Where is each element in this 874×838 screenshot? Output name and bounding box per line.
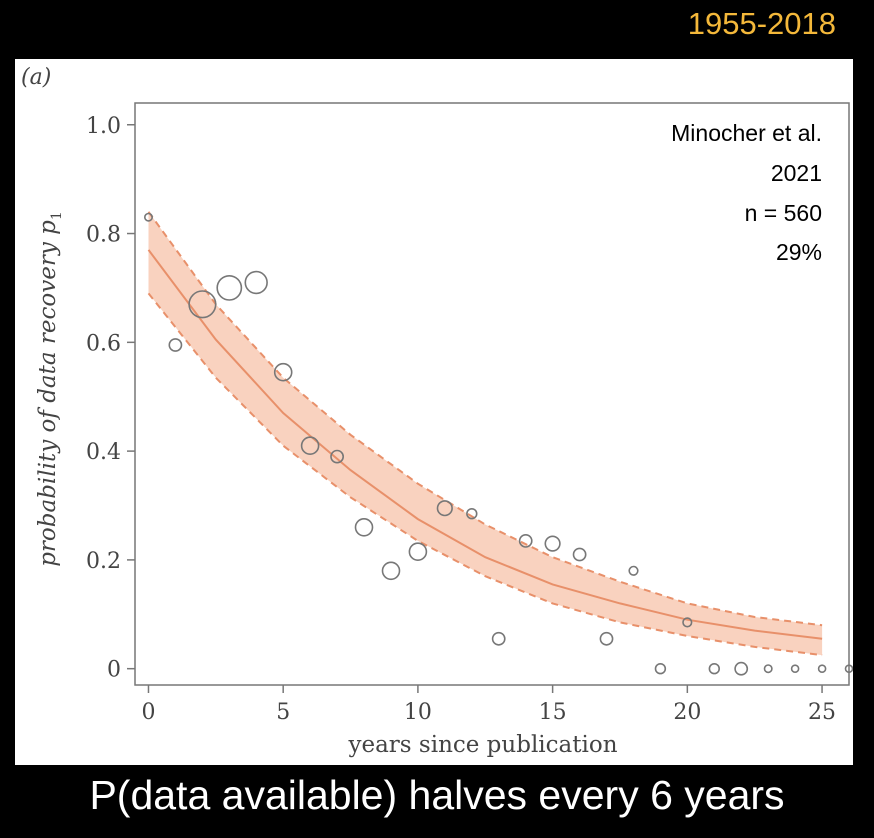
- caption: P(data available) halves every 6 years: [89, 772, 785, 818]
- data-point: [466, 508, 478, 520]
- y-tick-label: 1.0: [86, 114, 121, 139]
- x-ticks: 0 5 10 15 20 25: [141, 685, 836, 725]
- data-point: [544, 535, 561, 552]
- data-point: [572, 547, 587, 562]
- y-tick-label: 0.8: [86, 223, 121, 248]
- data-point: [491, 631, 506, 646]
- x-tick-label: 0: [141, 700, 155, 725]
- data-point: [354, 517, 374, 537]
- panel-label: (a): [21, 65, 51, 90]
- upper-bound-line: [147, 211, 823, 627]
- y-tick-label: 0.6: [86, 331, 121, 356]
- data-point: [628, 565, 639, 576]
- y-axis-label-text: probability of data recovery p: [35, 220, 61, 567]
- lower-bound-line: [147, 292, 823, 657]
- data-point: [408, 542, 428, 562]
- data-point: [518, 533, 533, 548]
- fit-curve: [147, 249, 823, 640]
- annotation-line-2: 2021: [771, 160, 822, 186]
- data-point: [734, 661, 749, 676]
- data-point: [244, 270, 268, 295]
- confidence-band: [147, 211, 823, 657]
- y-tick-label: 0.2: [86, 549, 121, 574]
- y-tick-label: 0.4: [86, 440, 121, 465]
- y-axis-label-subscript: 1: [49, 211, 65, 220]
- x-tick-label: 10: [404, 700, 432, 725]
- data-point: [300, 436, 320, 456]
- annotation-line-4: 29%: [776, 239, 822, 265]
- data-point: [144, 212, 154, 222]
- scatter-chart: (a) 0 5 10 15 20 25 0 0.2 0.4 0.6 0.8 1.0 years si…: [21, 65, 854, 758]
- x-tick-label: 20: [673, 700, 701, 725]
- x-tick-label: 25: [808, 700, 836, 725]
- annotation-line-3: n = 560: [745, 200, 822, 226]
- data-point: [188, 290, 217, 319]
- data-point: [599, 631, 614, 646]
- data-point: [381, 561, 401, 581]
- data-point: [708, 662, 720, 675]
- data-point: [817, 664, 827, 674]
- data-point: [763, 664, 773, 674]
- x-tick-label: 5: [276, 700, 290, 725]
- data-point: [654, 662, 667, 675]
- fit-line: [147, 249, 823, 640]
- annotation-line-1: Minocher et al.: [671, 120, 822, 146]
- y-ticks: 0 0.2 0.4 0.6 0.8 1.0: [86, 114, 135, 683]
- data-points: [144, 212, 854, 676]
- data-point: [168, 338, 183, 352]
- y-axis-label: probability of data recovery p1: [35, 211, 65, 567]
- data-point: [436, 500, 453, 517]
- y-tick-label: 0: [107, 658, 121, 683]
- data-point: [682, 617, 693, 628]
- annotation: Minocher et al. 2021 n = 560 29%: [671, 120, 822, 265]
- year-range-label: 1955-2018: [687, 6, 836, 41]
- data-point: [273, 362, 293, 382]
- x-axis-label: years since publication: [347, 732, 617, 758]
- x-tick-label: 15: [539, 700, 567, 725]
- confidence-band-area: [148, 211, 823, 656]
- chart-panel: (a) 0 5 10 15 20 25 0 0.2 0.4 0.6 0.8 1.0 years si…: [15, 59, 854, 765]
- plot-frame: [134, 102, 850, 686]
- data-point: [790, 664, 800, 674]
- data-point: [216, 274, 243, 301]
- data-point: [330, 449, 344, 464]
